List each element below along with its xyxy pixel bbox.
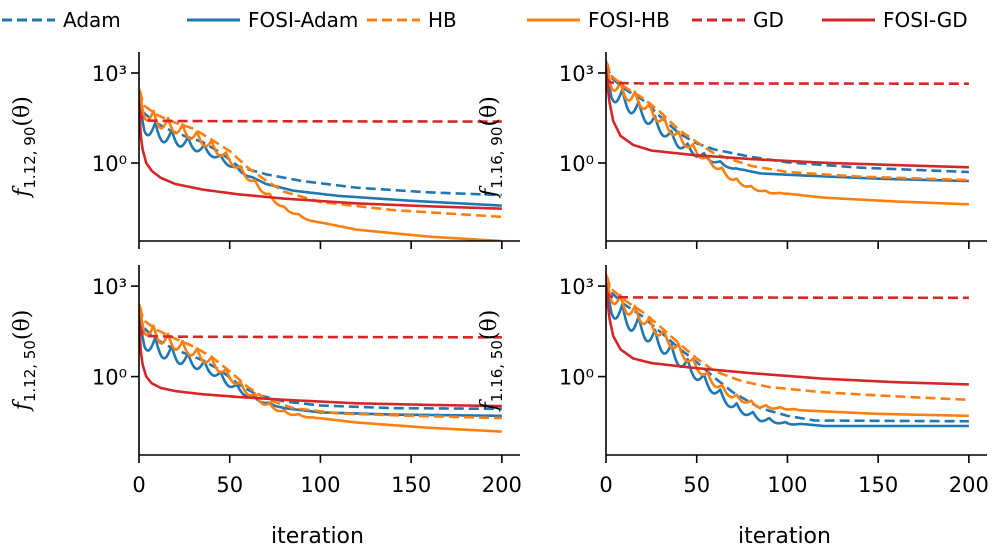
y-tick-label: 10³	[92, 62, 127, 86]
legend: Adam FOSI-Adam HB FOSI-HB GD FOSI-GD	[2, 8, 968, 32]
series-group	[139, 88, 503, 241]
series-adam	[606, 277, 970, 423]
x-tick-label: 150	[858, 473, 898, 497]
series-fosi-hb	[606, 274, 970, 418]
panel-3: 10⁰ 10³ 0 50 100 150 200 iteration f1.12, 50(θ)	[10, 265, 522, 548]
legend-label: FOSI-Adam	[248, 8, 358, 32]
legend-label: HB	[428, 8, 457, 32]
series-fosi-gd	[139, 319, 503, 408]
legend-label: FOSI-GD	[883, 8, 968, 32]
x-tick-label: 50	[683, 473, 710, 497]
series-fosi-hb	[139, 303, 503, 433]
series-group	[606, 60, 970, 206]
legend-label: FOSI-HB	[588, 8, 670, 32]
series-fosi-hb	[606, 60, 970, 206]
series-gd	[139, 109, 503, 123]
y-axis-label: f1.12, 50(θ)	[10, 310, 39, 413]
series-hb	[606, 275, 970, 402]
series-group	[606, 274, 970, 428]
series-fosi-adam	[139, 97, 503, 207]
series-fosi-adam	[606, 63, 970, 183]
series-gd	[139, 324, 503, 339]
x-tick-label: 200	[482, 473, 522, 497]
legend-label: Adam	[63, 8, 121, 32]
x-tick-label: 150	[391, 473, 431, 497]
x-tick-label: 50	[216, 473, 243, 497]
series-hb	[139, 90, 503, 219]
series-gd	[606, 290, 970, 300]
legend-label: GD	[753, 8, 784, 32]
y-tick-label: 10⁰	[92, 366, 127, 390]
series-fosi-gd	[606, 282, 970, 386]
x-axis-label: iteration	[738, 524, 831, 548]
y-tick-label: 10⁰	[559, 366, 594, 390]
legend-item-gd: GD	[692, 8, 784, 32]
x-tick-label: 0	[599, 473, 612, 497]
y-tick-label: 10⁰	[559, 152, 594, 176]
legend-item-fosi-adam: FOSI-Adam	[187, 8, 358, 32]
series-adam	[606, 63, 970, 174]
y-axis-label: f1.16, 50(θ)	[477, 310, 506, 413]
legend-item-adam: Adam	[2, 8, 121, 32]
series-fosi-adam	[606, 277, 970, 428]
series-hb	[139, 306, 503, 420]
y-tick-label: 10³	[559, 62, 594, 86]
series-group	[139, 303, 503, 433]
series-fosi-hb	[139, 88, 503, 241]
panel-2: 10⁰ 10³ f1.16, 90(θ)	[477, 52, 987, 249]
panel-4: 10⁰ 10³ 0 50 100 150 200 iteration f1.16, 50(θ)	[477, 265, 989, 548]
series-gd	[606, 76, 970, 85]
x-tick-label: 100	[767, 473, 807, 497]
x-tick-label: 0	[132, 473, 145, 497]
series-fosi-gd	[606, 67, 970, 169]
legend-item-hb: HB	[367, 8, 457, 32]
y-tick-label: 10³	[559, 275, 594, 299]
x-axis-label: iteration	[271, 524, 364, 548]
series-fosi-gd	[139, 102, 503, 210]
x-tick-label: 200	[949, 473, 989, 497]
y-axis-label: f1.12, 90(θ)	[10, 96, 39, 199]
y-tick-label: 10⁰	[92, 152, 127, 176]
series-adam	[139, 313, 503, 411]
panel-1: 10⁰ 10³ f1.12, 90(θ)	[10, 52, 520, 249]
x-tick-label: 100	[300, 473, 340, 497]
legend-item-fosi-hb: FOSI-HB	[527, 8, 670, 32]
legend-item-fosi-gd: FOSI-GD	[822, 8, 968, 32]
y-tick-label: 10³	[92, 275, 127, 299]
y-axis-label: f1.16, 90(θ)	[477, 96, 506, 199]
